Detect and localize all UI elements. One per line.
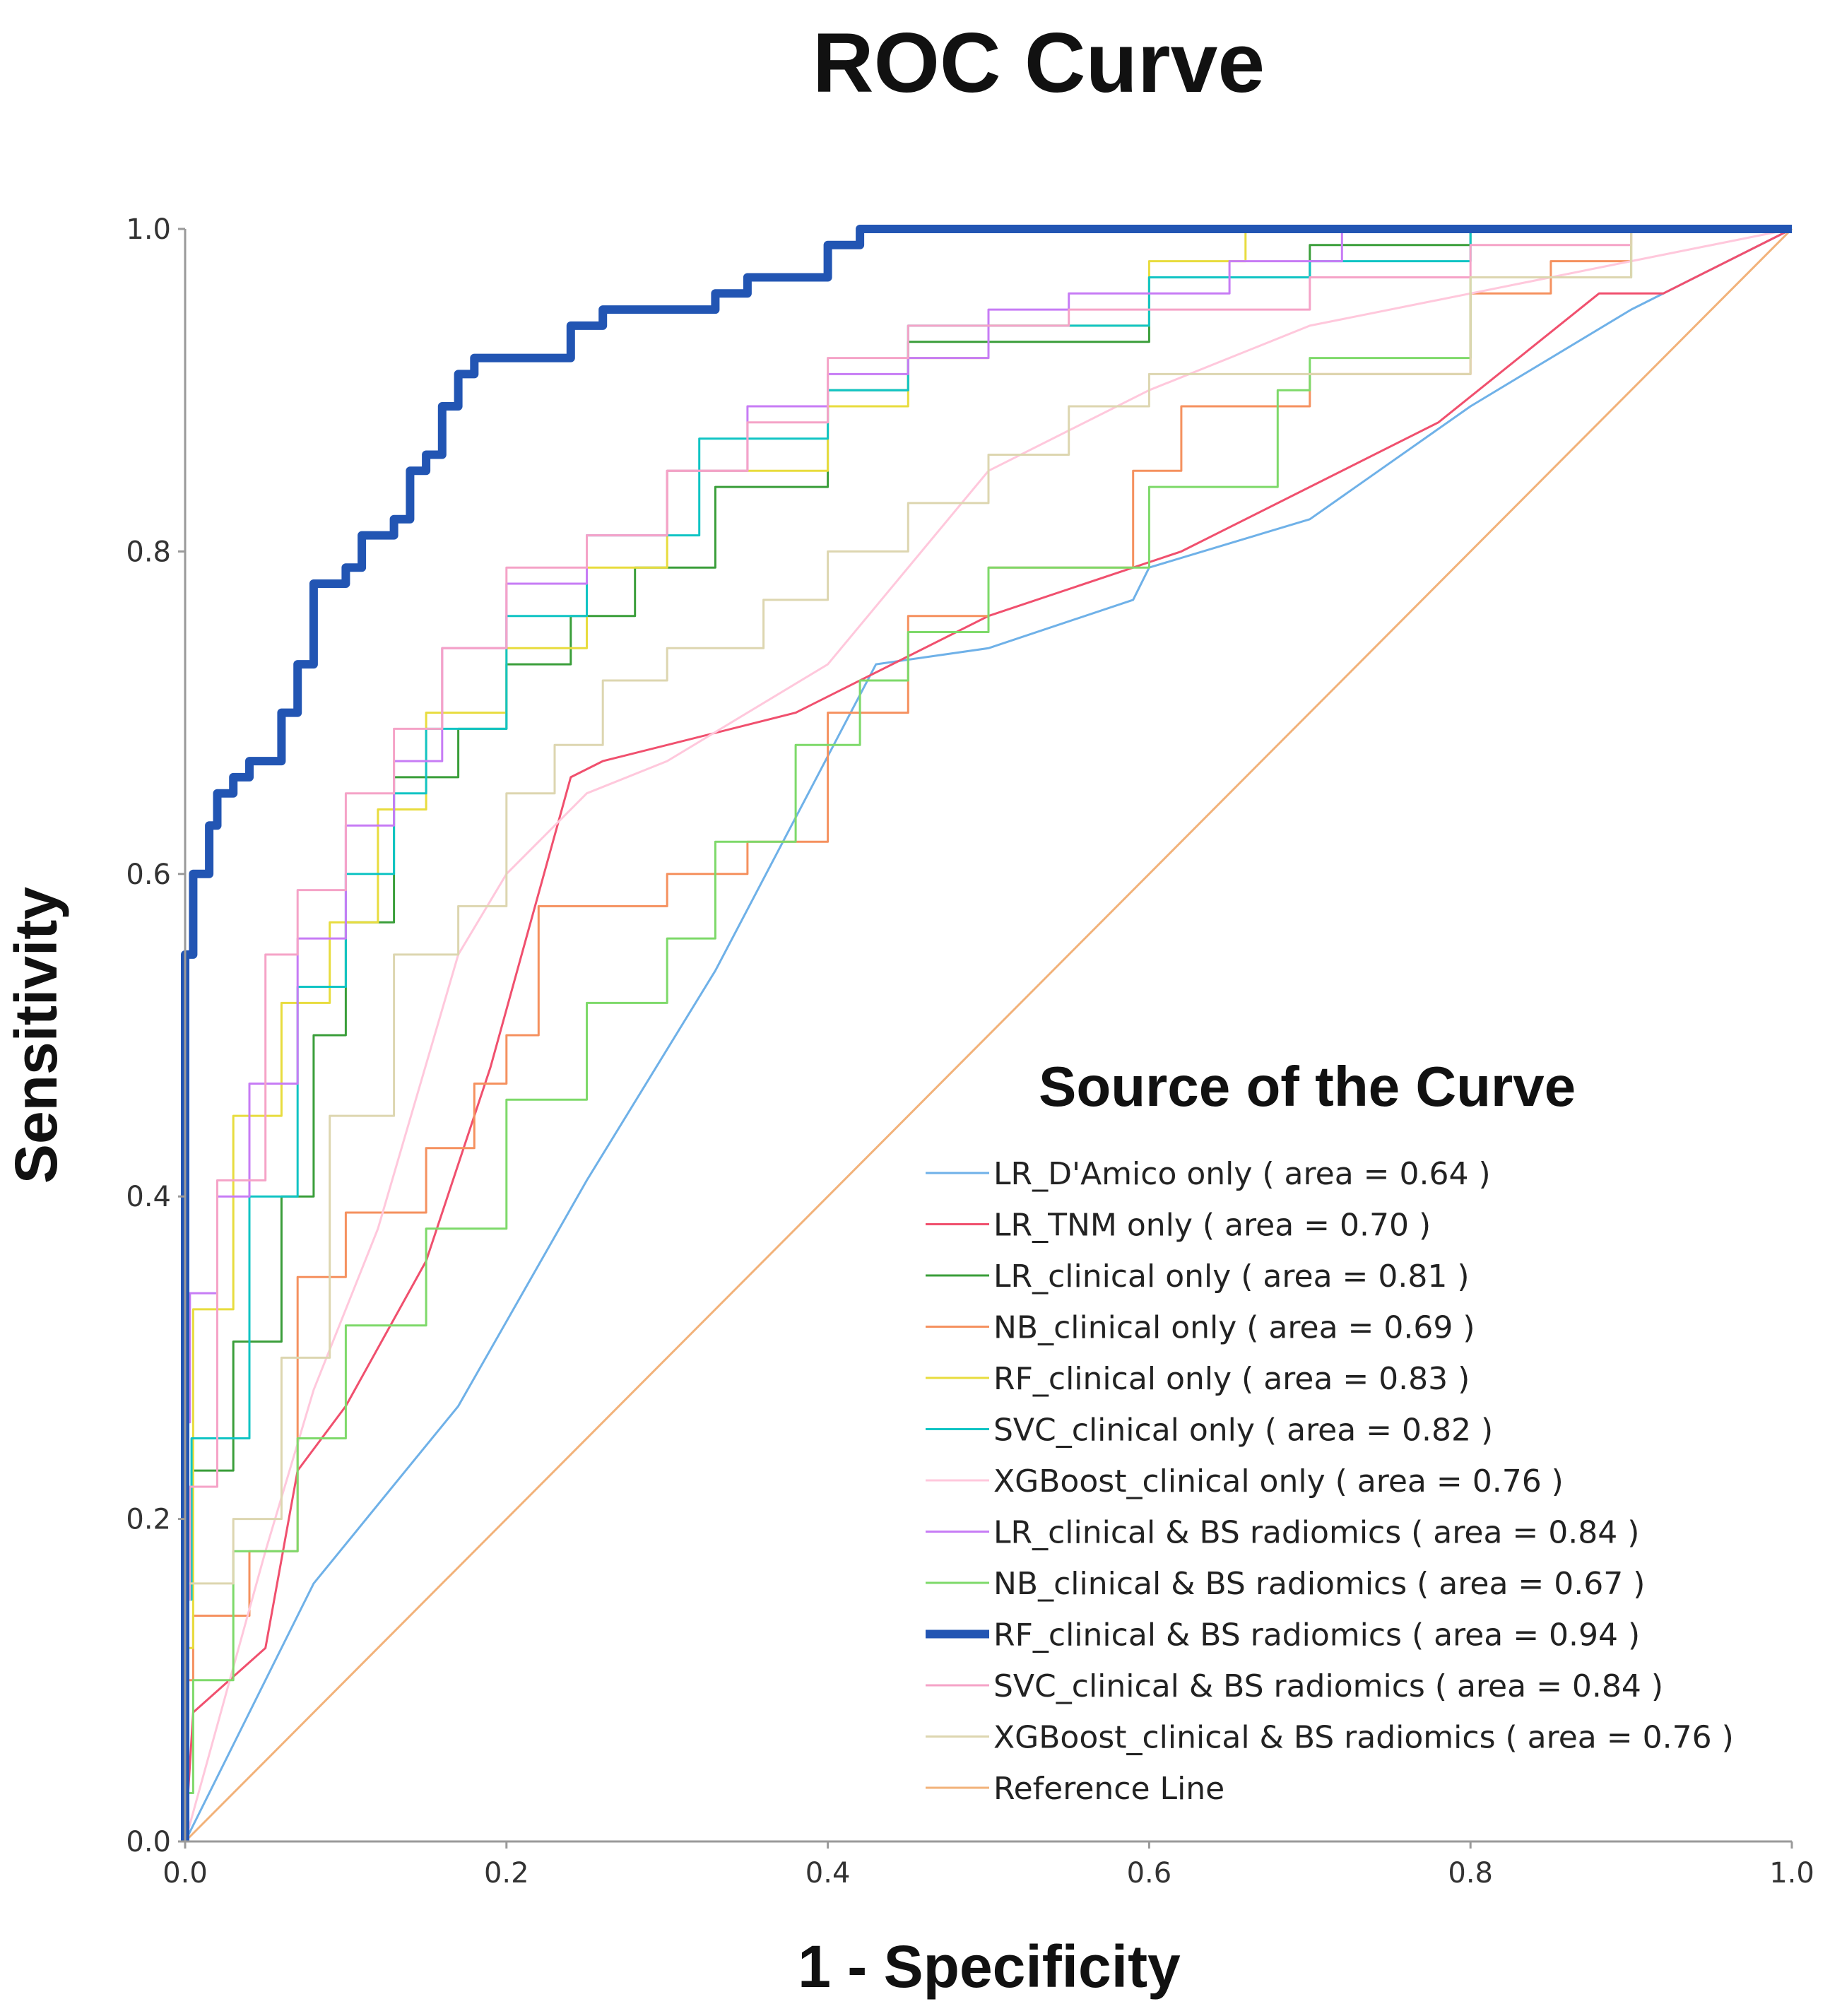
x-tick-label: 0.6 xyxy=(1127,1857,1172,1890)
series-line-lr-d-amico-only xyxy=(184,228,1793,1842)
y-ticks: 0.0 0.2 0.4 0.6 0.8 1.0 xyxy=(126,213,185,1858)
x-tick-label: 1.0 xyxy=(1769,1857,1814,1890)
legend-label-svc-clinical-only: SVC_clinical only ( area = 0.82 ) xyxy=(993,1413,1493,1449)
series-line-svc-clinical-only xyxy=(184,228,1792,1841)
legend-label-svc-clinical-bs-radiomics: SVC_clinical & BS radiomics ( area = 0.8… xyxy=(993,1668,1663,1704)
axes xyxy=(184,229,1792,1843)
chart-title: ROC Curve xyxy=(813,16,1265,110)
legend-title: Source of the Curve xyxy=(1039,1055,1576,1118)
x-tick-label: 0.2 xyxy=(484,1857,529,1890)
legend-label-reference-line: Reference Line xyxy=(993,1771,1224,1807)
legend: Source of the Curve LR_D'Amico only ( ar… xyxy=(926,1055,1734,1807)
series-line-xgboost-clinical-only xyxy=(184,228,1793,1842)
y-tick-label: 0.6 xyxy=(126,859,171,891)
legend-label-rf-clinical-only: RF_clinical only ( area = 0.83 ) xyxy=(993,1361,1470,1397)
y-tick-label: 0.2 xyxy=(126,1504,171,1536)
x-tick-label: 0.8 xyxy=(1448,1857,1493,1890)
series-line-reference-line xyxy=(184,228,1793,1843)
series-line-rf-clinical-bs-radiomics xyxy=(181,225,1792,1841)
legend-label-lr-tnm-only: LR_TNM only ( area = 0.70 ) xyxy=(993,1208,1431,1244)
y-tick-label: 1.0 xyxy=(126,213,171,246)
y-tick-label: 0.4 xyxy=(126,1181,171,1213)
x-axis-title: 1 - Specificity xyxy=(798,1933,1181,2000)
y-tick-label: 0.8 xyxy=(126,536,171,568)
legend-label-lr-clinical-only: LR_clinical only ( area = 0.81 ) xyxy=(993,1258,1470,1295)
series-line-nb-clinical-bs-radiomics xyxy=(184,228,1792,1841)
legend-label-lr-d-amico-only: LR_D'Amico only ( area = 0.64 ) xyxy=(993,1156,1491,1192)
legend-label-rf-clinical-bs-radiomics: RF_clinical & BS radiomics ( area = 0.94… xyxy=(993,1617,1640,1654)
legend-label-nb-clinical-only: NB_clinical only ( area = 0.69 ) xyxy=(993,1310,1475,1346)
x-tick-label: 0.4 xyxy=(805,1857,851,1890)
series-line-xgboost-clinical-bs-radiomics xyxy=(184,228,1792,1841)
legend-label-nb-clinical-bs-radiomics: NB_clinical & BS radiomics ( area = 0.67… xyxy=(993,1566,1645,1602)
legend-label-xgboost-clinical-only: XGBoost_clinical only ( area = 0.76 ) xyxy=(993,1463,1564,1499)
y-axis-title: Sensitivity xyxy=(3,887,69,1184)
legend-items: LR_D'Amico only ( area = 0.64 ) LR_TNM on… xyxy=(926,1156,1734,1807)
legend-label-lr-clinical-bs-radiomics: LR_clinical & BS radiomics ( area = 0.84… xyxy=(993,1515,1639,1551)
y-tick-label: 0.0 xyxy=(126,1826,171,1858)
x-tick-label: 0.0 xyxy=(163,1857,208,1890)
series-line-lr-tnm-only xyxy=(184,228,1793,1842)
x-ticks: 0.0 0.2 0.4 0.6 0.8 1.0 xyxy=(163,1841,1814,1890)
legend-label-xgboost-clinical-bs-radiomics: XGBoost_clinical & BS radiomics ( area =… xyxy=(993,1720,1734,1756)
series-line-svc-clinical-bs-radiomics xyxy=(184,228,1792,1841)
plot-area xyxy=(181,225,1793,1843)
